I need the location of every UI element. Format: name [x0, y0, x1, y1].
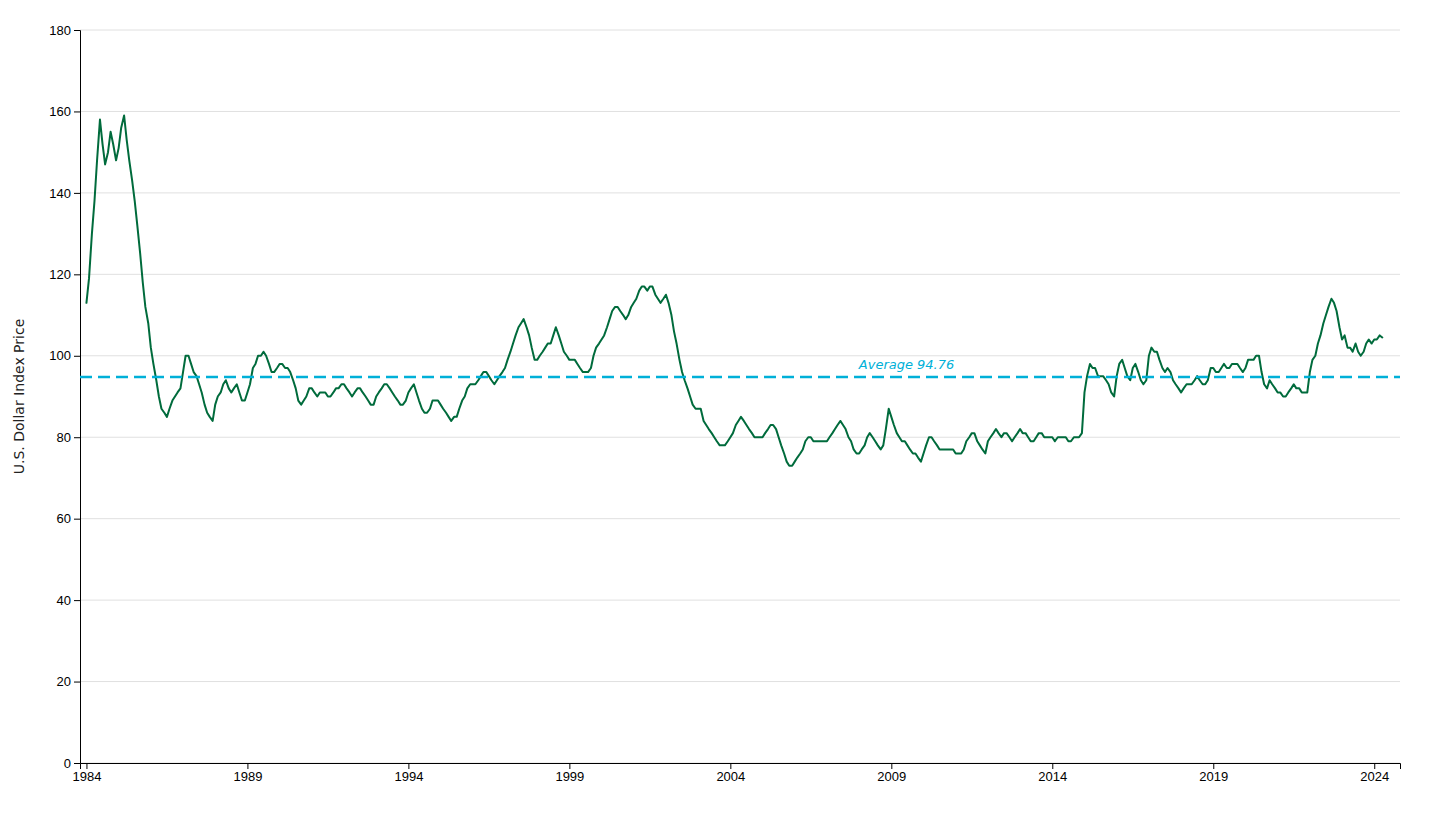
grid-line	[80, 437, 1400, 438]
plot-area: 1984 1989 1994 1999 2004 2009 2014 2019 2024 0 20 4…	[49, 23, 1400, 785]
x-tick: 1994	[394, 763, 423, 784]
y-tick: 140	[49, 186, 80, 201]
x-tick-mark	[86, 763, 87, 769]
y-tick: 180	[49, 23, 80, 38]
x-tick: 2019	[1199, 763, 1228, 784]
marks	[80, 116, 1400, 466]
y-axis-title: U.S. Dollar Index Price	[11, 319, 27, 475]
y-tick-mark	[74, 356, 80, 357]
y-tick-mark	[74, 437, 80, 438]
grid-line	[80, 274, 1400, 275]
y-tick-mark	[74, 763, 80, 764]
y-tick-mark	[74, 600, 80, 601]
x-tick-mark	[730, 763, 731, 769]
x-tick-mark	[1374, 763, 1375, 769]
y-tick: 120	[49, 267, 80, 282]
grid-line	[80, 111, 1400, 112]
y-tick: 100	[49, 348, 80, 363]
y-tick: 0	[64, 756, 80, 771]
y-tick-label: 160	[49, 104, 71, 119]
x-tick: 1999	[555, 763, 584, 784]
x-tick-label: 2019	[1199, 769, 1228, 784]
grid	[80, 30, 1400, 763]
grid-line	[80, 192, 1400, 193]
y-tick-mark	[74, 111, 80, 112]
y-tick-mark	[74, 193, 80, 194]
y-tick-label: 120	[49, 267, 71, 282]
y-tick-mark	[74, 682, 80, 683]
x-tick: 2014	[1038, 763, 1067, 784]
y-tick-mark	[74, 274, 80, 275]
grid-line	[80, 355, 1400, 356]
x-tick: 1984	[72, 763, 101, 784]
x-tick-label: 1989	[233, 769, 262, 784]
x-tick-label: 1994	[394, 769, 423, 784]
x-tick-label: 2004	[716, 769, 745, 784]
y-tick-label: 100	[49, 348, 71, 363]
x-axis-line	[81, 764, 1401, 770]
y-tick-mark	[74, 30, 80, 31]
average-label: Average 94.76	[858, 357, 955, 372]
x-tick: 2004	[716, 763, 745, 784]
y-tick: 40	[57, 593, 80, 608]
x-tick: 2009	[877, 763, 906, 784]
y-tick-label: 80	[57, 430, 71, 445]
x-tick-mark	[1213, 763, 1214, 769]
y-axis: 0 20 40 60 80 100 120 140 160 180	[49, 23, 80, 771]
grid-line	[80, 30, 1400, 31]
x-tick-mark	[247, 763, 248, 769]
average-line	[80, 376, 1400, 379]
x-tick-label: 1999	[555, 769, 584, 784]
x-tick: 1989	[233, 763, 262, 784]
y-tick: 20	[57, 674, 80, 689]
y-tick-label: 40	[57, 593, 71, 608]
data-line	[86, 116, 1382, 466]
y-tick: 160	[49, 104, 80, 119]
x-tick-mark	[569, 763, 570, 769]
y-tick-label: 140	[49, 186, 71, 201]
grid-line	[80, 600, 1400, 601]
y-tick-label: 0	[64, 756, 71, 771]
x-tick-label: 2009	[877, 769, 906, 784]
chart: 1984 1989 1994 1999 2004 2009 2014 2019 2024 0 20 4…	[0, 0, 1440, 813]
x-tick-label: 2024	[1360, 769, 1389, 784]
y-tick-label: 60	[57, 511, 71, 526]
x-tick-mark	[1052, 763, 1053, 769]
x-tick-label: 2014	[1038, 769, 1067, 784]
x-axis: 1984 1989 1994 1999 2004 2009 2014 2019 2024	[72, 763, 1400, 784]
y-tick: 80	[57, 430, 80, 445]
x-tick-mark	[891, 763, 892, 769]
grid-line	[80, 681, 1400, 682]
y-tick: 60	[57, 511, 80, 526]
x-tick-label: 1984	[72, 769, 101, 784]
y-axis-line	[74, 31, 81, 764]
x-tick: 2024	[1360, 763, 1389, 784]
y-tick-label: 180	[49, 23, 71, 38]
y-tick-label: 20	[57, 674, 71, 689]
x-tick-mark	[408, 763, 409, 769]
grid-line	[80, 518, 1400, 519]
y-tick-mark	[74, 519, 80, 520]
